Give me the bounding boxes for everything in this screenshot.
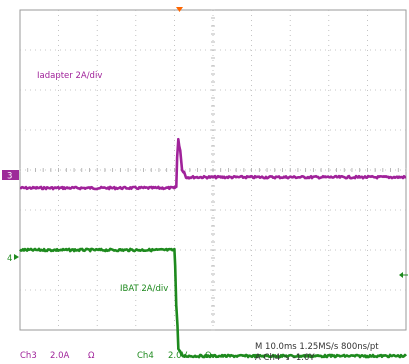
trigger-position-marker <box>176 7 183 12</box>
trace-iadapter <box>19 137 407 191</box>
ch3-scale: 2.0A <box>50 351 70 361</box>
sample-interval-readout: 800ns/pt <box>341 342 379 352</box>
ch4-scale: 2.0V <box>168 351 188 361</box>
scope-readout: Ch3 2.0A Ω Ch4 2.0V Ω M 10.0ms 1.25MS/s … <box>20 342 379 363</box>
timebase-readout: M 10.0ms 1.25MS/s <box>255 342 339 352</box>
trigger-readout: A Ch4 ↘ -1.0Y <box>255 353 315 363</box>
ch4-unit: Ω <box>205 351 212 361</box>
ch3-name: Ch3 <box>20 351 37 361</box>
ch4-marker-label: 4 <box>7 254 12 264</box>
ch3-marker-label: 3 <box>7 172 12 182</box>
ch3-unit: Ω <box>88 351 95 361</box>
traces <box>19 137 407 359</box>
series-label-iadapter: Iadapter 2A/div <box>37 71 102 81</box>
ch3-reference-marker: 3 <box>2 170 19 182</box>
series-label-ibat: IBAT 2A/div <box>120 284 168 294</box>
trigger-level-marker <box>399 272 408 278</box>
ch4-reference-marker: 4 <box>7 254 19 264</box>
trace-ibat <box>19 247 407 359</box>
graticule <box>19 9 407 331</box>
ch4-name: Ch4 <box>137 351 154 361</box>
